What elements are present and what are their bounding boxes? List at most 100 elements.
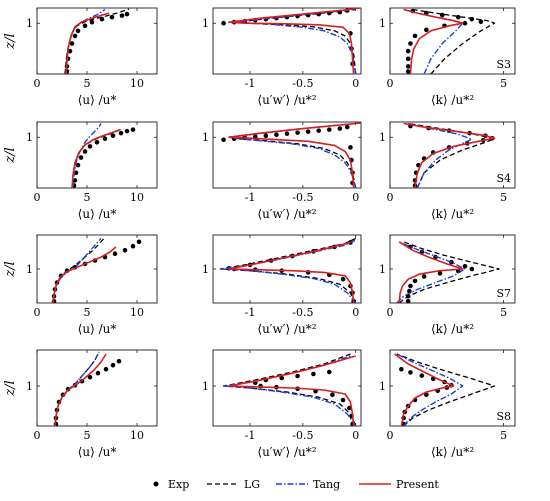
exp-point [274, 132, 279, 137]
x-tick-label: -1 [245, 429, 256, 442]
exp-point [124, 11, 130, 17]
exp-point [89, 19, 95, 25]
x-tick-label: 0 [352, 429, 359, 442]
case-label: S8 [496, 410, 511, 423]
exp-point [82, 23, 88, 29]
legend-marker [153, 481, 159, 487]
y-tick-label: 1 [26, 131, 33, 144]
exp-point [122, 248, 128, 253]
exp-point [110, 133, 116, 139]
legend: Exp LG Tang Present [153, 478, 439, 491]
x-tick-label: 0 [34, 429, 41, 442]
exp-point [279, 375, 285, 381]
y-tick-label: 1 [379, 263, 386, 276]
panel-s8-uw: -1 -0.5 0 1 ⟨u′w′⟩ /u*² [202, 349, 362, 459]
exp-point [316, 128, 322, 133]
x-tick-label: 5 [84, 77, 91, 90]
y-axis-label: z/l [3, 147, 18, 163]
panel-s7-k: 0 5 1 S7 ⟨k⟩ /u*² [379, 234, 516, 336]
x-tick-label: -1 [245, 306, 256, 319]
exp-point [462, 20, 468, 26]
x-tick-label: 0 [352, 191, 359, 204]
exp-point [407, 288, 412, 294]
x-axis-label: ⟨u′w′⟩ /u*² [257, 445, 316, 459]
panel-s8-u: 0 5 10 1 ⟨u⟩ /u* z/l [3, 349, 158, 459]
exp-point [221, 20, 226, 26]
x-axis-label: ⟨u⟩ /u* [78, 445, 117, 459]
legend-item-exp: Exp [153, 478, 189, 491]
x-tick-label: 5 [84, 306, 91, 319]
panel-s4-u: 0 5 10 1 ⟨u⟩ /u* z/l [3, 121, 158, 221]
exp-point [124, 128, 130, 134]
exp-point [337, 126, 343, 131]
exp-point [437, 271, 443, 276]
exp-point [330, 392, 335, 398]
legend-label: Tang [313, 478, 340, 491]
series-line-lg [396, 353, 496, 426]
x-tick-label: 10 [130, 306, 144, 319]
series-line-tang [236, 8, 357, 74]
plot-area [64, 8, 130, 74]
exp-point [119, 13, 125, 18]
series-line-lg [398, 241, 500, 303]
exp-point [326, 369, 332, 375]
x-axis-label: ⟨k⟩ /u*² [431, 93, 474, 107]
x-axis-label: ⟨u′w′⟩ /u*² [257, 207, 316, 221]
plot-area [221, 122, 361, 188]
exp-point [72, 33, 78, 39]
plot-area [71, 123, 136, 188]
case-label: S4 [496, 172, 511, 185]
y-tick-label: 1 [202, 263, 209, 276]
x-tick-label: 0 [352, 77, 359, 90]
exp-point [94, 140, 100, 145]
plot-area [403, 8, 496, 74]
y-tick-label: 1 [202, 380, 209, 393]
legend-label: Present [396, 478, 439, 491]
x-tick-label: -0.5 [292, 77, 313, 90]
series-line-present [394, 353, 455, 426]
panel-s3-u: 0 5 10 1 ⟨u⟩ /u* z/l [3, 7, 158, 107]
series-line-present [398, 241, 464, 303]
exp-point [87, 144, 93, 149]
exp-point [326, 127, 332, 132]
legend-item-tang: Tang [276, 478, 340, 491]
y-tick-label: 1 [26, 17, 33, 30]
exp-point [424, 27, 429, 33]
panel-grid: 0 5 101⟨u⟩ /u*z/l-1 -0.5 01⟨u′w′⟩ /u*²0 51S3⟨… [3, 7, 516, 459]
y-tick-label: 1 [202, 131, 209, 144]
exp-point [103, 366, 109, 372]
exp-point [419, 373, 425, 378]
panel-s8-k: 0 5 1 S8 ⟨k⟩ /u*² [379, 349, 516, 459]
legend-label: LG [244, 478, 260, 491]
series-line-present [228, 241, 355, 303]
axes-frame [36, 7, 158, 75]
x-tick-label: 5 [500, 191, 507, 204]
series-line-tang [396, 353, 464, 426]
x-axis-label: ⟨u⟩ /u* [78, 93, 117, 107]
series-line-lg [64, 8, 130, 74]
x-tick-label: 10 [130, 191, 144, 204]
series-line-lg [222, 353, 357, 426]
exp-point [469, 266, 475, 272]
series-line-present [54, 353, 107, 426]
case-label: S3 [496, 58, 511, 71]
x-tick-label: -0.5 [292, 429, 313, 442]
y-tick-label: 1 [379, 17, 386, 30]
series-line-present [228, 355, 356, 426]
exp-point [408, 41, 413, 46]
exp-point [82, 149, 88, 154]
exp-point [455, 14, 461, 20]
case-label: S7 [496, 287, 511, 300]
plot-area [396, 241, 500, 303]
exp-point [340, 276, 346, 282]
exp-point [405, 64, 411, 69]
series-line-tang [72, 123, 102, 188]
x-tick-label: 0 [387, 77, 394, 90]
exp-point [112, 251, 118, 256]
y-axis-label: z/l [3, 33, 18, 49]
x-tick-label: 5 [84, 429, 91, 442]
x-tick-label: 0 [34, 306, 41, 319]
x-tick-label: 0 [387, 429, 394, 442]
panel-s7-uw: -1 -0.5 0 1 ⟨u′w′⟩ /u*² [202, 234, 362, 336]
